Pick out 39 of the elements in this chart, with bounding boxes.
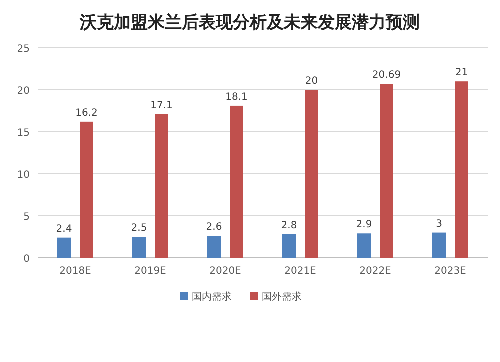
- y-tick-label: 10: [17, 170, 30, 181]
- data-label: 2.4: [56, 224, 72, 235]
- bar: [208, 236, 221, 258]
- legend-label: 国内需求: [192, 291, 232, 303]
- x-tick-label: 2021E: [284, 266, 316, 277]
- data-label: 17.1: [150, 100, 173, 112]
- bar: [230, 106, 244, 258]
- data-label: 2.5: [131, 223, 148, 234]
- chart-title: 沃克加盟米兰后表现分析及未来发展潜力预测: [79, 13, 420, 33]
- bar: [380, 84, 394, 258]
- data-label: 2.8: [281, 220, 298, 232]
- bar: [80, 122, 94, 258]
- data-label: 21: [455, 68, 468, 79]
- data-label: 20: [305, 76, 318, 87]
- y-tick-label: 15: [17, 128, 30, 139]
- data-label: 2.9: [356, 220, 372, 231]
- bar: [432, 232, 446, 258]
- data-label: 20.69: [372, 70, 402, 82]
- bar: [358, 234, 371, 258]
- data-label: 16.2: [76, 108, 98, 119]
- x-tick-label: 2023E: [434, 266, 466, 277]
- data-label: 2.6: [206, 222, 222, 234]
- y-tick-label: 5: [24, 212, 30, 223]
- y-tick-label: 25: [17, 44, 30, 55]
- x-tick-label: 2018E: [60, 266, 92, 277]
- bar: [455, 82, 468, 258]
- x-tick-label: 2020E: [210, 266, 242, 277]
- legend-label: 国外需求: [262, 291, 302, 303]
- x-tick-label: 2019E: [134, 266, 166, 277]
- bar: [132, 237, 146, 258]
- bar: [282, 234, 296, 258]
- data-label: 18.1: [226, 92, 248, 103]
- bar: [58, 238, 71, 258]
- data-label: 3: [436, 218, 442, 230]
- x-tick-label: 2022E: [360, 266, 392, 277]
- y-tick-label: 20: [17, 86, 30, 97]
- y-tick-label: 0: [24, 254, 30, 265]
- bar: [155, 114, 168, 258]
- bar: [305, 90, 318, 258]
